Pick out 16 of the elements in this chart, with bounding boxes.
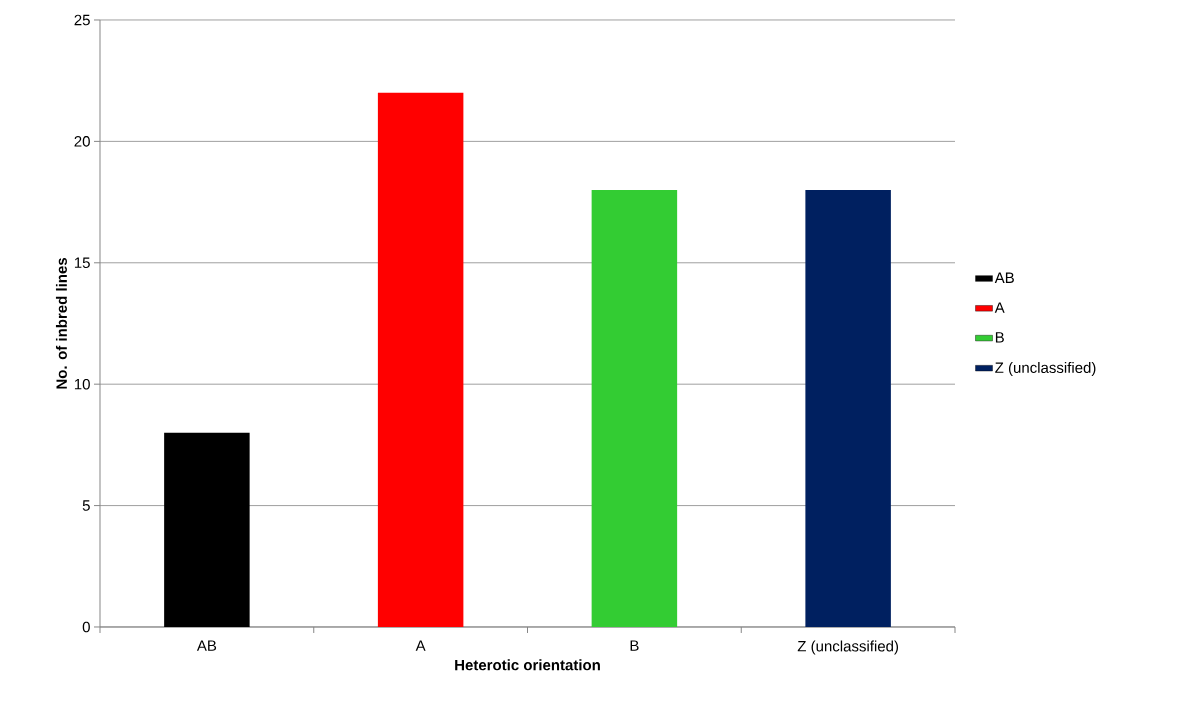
- x-tick-label: AB: [196, 640, 217, 651]
- y-tick-label: 15: [74, 257, 90, 269]
- legend-label: Z (unclassified): [995, 361, 1096, 376]
- y-tick-label: 25: [74, 14, 90, 26]
- y-tick-label: 0: [82, 621, 90, 633]
- x-tick-label: B: [630, 640, 639, 651]
- y-axis-title: No. of inbred lines: [55, 257, 67, 389]
- legend-label: AB: [994, 272, 1014, 283]
- y-tick-label: 5: [82, 500, 90, 511]
- legend-label: A: [994, 302, 1005, 313]
- y-tick-label: 10: [74, 378, 90, 390]
- legend-label: B: [995, 332, 1004, 343]
- x-tick-label: A: [415, 640, 426, 651]
- x-tick-label: Z (unclassified): [797, 640, 899, 655]
- x-axis-title: Heterotic orientation: [455, 659, 600, 671]
- y-tick-label: 20: [74, 136, 90, 147]
